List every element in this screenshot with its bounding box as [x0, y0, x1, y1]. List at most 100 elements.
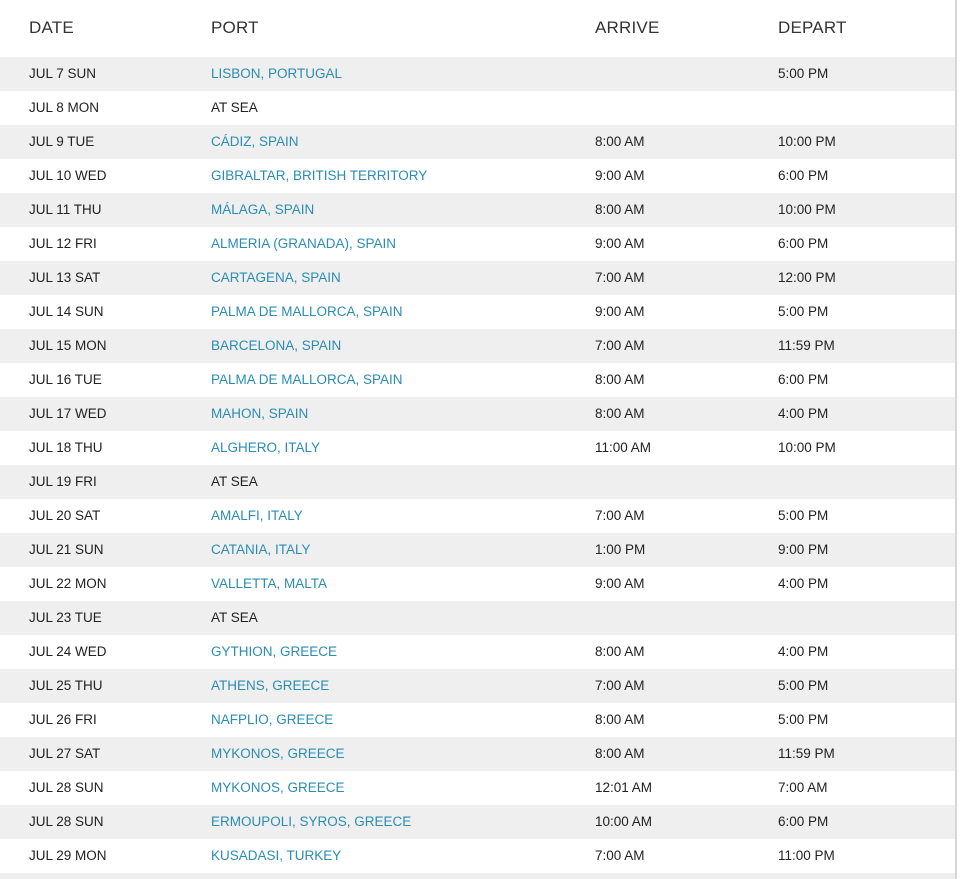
date-cell: JUL 23 TUE [29, 610, 102, 625]
date-cell: JUL 24 WED [29, 644, 107, 659]
depart-cell: 5:00 PM [778, 66, 829, 81]
port-link[interactable]: LISBON, PORTUGAL [211, 66, 343, 81]
depart-cell: 10:00 PM [778, 134, 836, 149]
table-row: JUL 11 THU MÁLAGA, SPAIN 8:00 AM 10:00 PM [0, 193, 955, 227]
port-cell: AT SEA [211, 610, 258, 625]
depart-cell: 11:59 PM [778, 338, 835, 353]
date-cell: JUL 20 SAT [29, 508, 101, 523]
arrive-cell: 8:00 AM [595, 372, 645, 387]
port-link[interactable]: GYTHION, GREECE [211, 644, 338, 659]
depart-cell: 11:00 PM [778, 848, 835, 863]
port-cell: AT SEA [211, 474, 258, 489]
port-link[interactable]: MYKONOS, GREECE [211, 780, 345, 795]
date-cell: JUL 27 SAT [29, 746, 101, 761]
depart-cell: 7:00 AM [778, 780, 828, 795]
table-row: JUL 24 WED GYTHION, GREECE 8:00 AM 4:00 PM [0, 635, 955, 669]
date-cell: JUL 28 SUN [29, 780, 104, 795]
arrive-cell: 7:00 AM [595, 270, 645, 285]
port-link[interactable]: VALLETTA, MALTA [211, 576, 328, 591]
table-row: JUL 26 FRI NAFPLIO, GREECE 8:00 AM 5:00 PM [0, 703, 955, 737]
port-link[interactable]: ATHENS, GREECE [211, 678, 330, 693]
arrive-cell: 1:00 PM [595, 542, 646, 557]
port-link[interactable]: CÁDIZ, SPAIN [211, 134, 299, 149]
port-link[interactable]: GIBRALTAR, BRITISH TERRITORY [211, 168, 428, 183]
date-cell: JUL 11 THU [29, 202, 102, 217]
port-link[interactable]: ALMERIA (GRANADA), SPAIN [211, 236, 397, 251]
port-link[interactable]: BARCELONA, SPAIN [211, 338, 342, 353]
date-cell: JUL 10 WED [29, 168, 107, 183]
table-row: JUL 28 SUN ERMOUPOLI, SYROS, GREECE 10:00 … [0, 805, 955, 839]
table-row: JUL 17 WED MAHON, SPAIN 8:00 AM 4:00 PM [0, 397, 955, 431]
table-row: JUL 12 FRI ALMERIA (GRANADA), SPAIN 9:00 A… [0, 227, 955, 261]
date-cell: JUL 18 THU [29, 440, 103, 455]
date-cell: JUL 25 THU [29, 678, 103, 693]
header-depart: DEPART [778, 18, 847, 37]
arrive-cell: 8:00 AM [595, 712, 645, 727]
date-cell: JUL 28 SUN [29, 814, 104, 829]
date-cell: JUL 13 SAT [29, 270, 101, 285]
port-link[interactable]: ERMOUPOLI, SYROS, GREECE [211, 814, 412, 829]
table-body: JUL 7 SUN LISBON, PORTUGAL 5:00 PM JUL 8 MO… [0, 57, 955, 873]
depart-cell: 11:59 PM [778, 746, 835, 761]
depart-cell: 5:00 PM [778, 508, 829, 523]
depart-cell: 6:00 PM [778, 236, 829, 251]
date-cell: JUL 16 TUE [29, 372, 102, 387]
port-link[interactable]: CARTAGENA, SPAIN [211, 270, 341, 285]
arrive-cell: 7:00 AM [595, 338, 645, 353]
depart-cell: 5:00 PM [778, 712, 829, 727]
table-row: JUL 9 TUE CÁDIZ, SPAIN 8:00 AM 10:00 PM [0, 125, 955, 159]
port-link[interactable]: MAHON, SPAIN [211, 406, 309, 421]
table-row: JUL 27 SAT MYKONOS, GREECE 8:00 AM 11:59 PM [0, 737, 955, 771]
table-row: JUL 25 THU ATHENS, GREECE 7:00 AM 5:00 PM [0, 669, 955, 703]
depart-cell: 6:00 PM [778, 168, 829, 183]
depart-cell: 4:00 PM [778, 406, 829, 421]
port-link[interactable]: NAFPLIO, GREECE [211, 712, 334, 727]
arrive-cell: 9:00 AM [595, 304, 645, 319]
port-cell: AT SEA [211, 100, 258, 115]
arrive-cell: 11:00 AM [595, 440, 652, 455]
table-row: JUL 28 SUN MYKONOS, GREECE 12:01 AM 7:00 AM [0, 771, 955, 805]
table-row: JUL 19 FRI AT SEA [0, 465, 955, 499]
table-row: JUL 29 MON KUSADASI, TURKEY 7:00 AM 11:00 P… [0, 839, 955, 873]
table-row: JUL 22 MON VALLETTA, MALTA 9:00 AM 4:00 PM [0, 567, 955, 601]
depart-cell: 10:00 PM [778, 440, 836, 455]
arrive-cell: 8:00 AM [595, 746, 645, 761]
header-arrive: ARRIVE [595, 18, 660, 37]
date-cell: JUL 7 SUN [29, 66, 97, 81]
arrive-cell: 10:00 AM [595, 814, 653, 829]
port-link[interactable]: CATANIA, ITALY [211, 542, 311, 557]
table-row: JUL 23 TUE AT SEA [0, 601, 955, 635]
header-port: PORT [211, 18, 259, 37]
table-row: JUL 8 MON AT SEA [0, 91, 955, 125]
header-date: DATE [29, 18, 74, 37]
arrive-cell: 8:00 AM [595, 202, 645, 217]
port-link[interactable]: MÁLAGA, SPAIN [211, 202, 315, 217]
port-link[interactable]: ALGHERO, ITALY [211, 440, 321, 455]
arrive-cell: 8:00 AM [595, 644, 645, 659]
port-link[interactable]: AMALFI, ITALY [211, 508, 303, 523]
port-link[interactable]: PALMA DE MALLORCA, SPAIN [211, 304, 403, 319]
date-cell: JUL 15 MON [29, 338, 107, 353]
depart-cell: 5:00 PM [778, 304, 829, 319]
date-cell: JUL 8 MON [29, 100, 100, 115]
arrive-cell: 9:00 AM [595, 576, 645, 591]
table-header: DATE PORT ARRIVE DEPART [0, 0, 955, 57]
depart-cell: 5:00 PM [778, 678, 829, 693]
table-row [0, 873, 955, 879]
date-cell: JUL 12 FRI [29, 236, 97, 251]
table-row: JUL 15 MON BARCELONA, SPAIN 7:00 AM 11:59 P… [0, 329, 955, 363]
arrive-cell: 8:00 AM [595, 406, 645, 421]
port-link[interactable]: PALMA DE MALLORCA, SPAIN [211, 372, 403, 387]
depart-cell: 4:00 PM [778, 576, 829, 591]
port-link[interactable]: MYKONOS, GREECE [211, 746, 345, 761]
date-cell: JUL 14 SUN [29, 304, 104, 319]
arrive-cell: 9:00 AM [595, 168, 645, 183]
table-row: JUL 21 SUN CATANIA, ITALY 1:00 PM 9:00 PM [0, 533, 955, 567]
port-link[interactable]: KUSADASI, TURKEY [211, 848, 342, 863]
arrive-cell: 9:00 AM [595, 236, 645, 251]
arrive-cell: 12:01 AM [595, 780, 653, 795]
depart-cell: 6:00 PM [778, 372, 829, 387]
date-cell: JUL 26 FRI [29, 712, 97, 727]
arrive-cell: 7:00 AM [595, 848, 645, 863]
